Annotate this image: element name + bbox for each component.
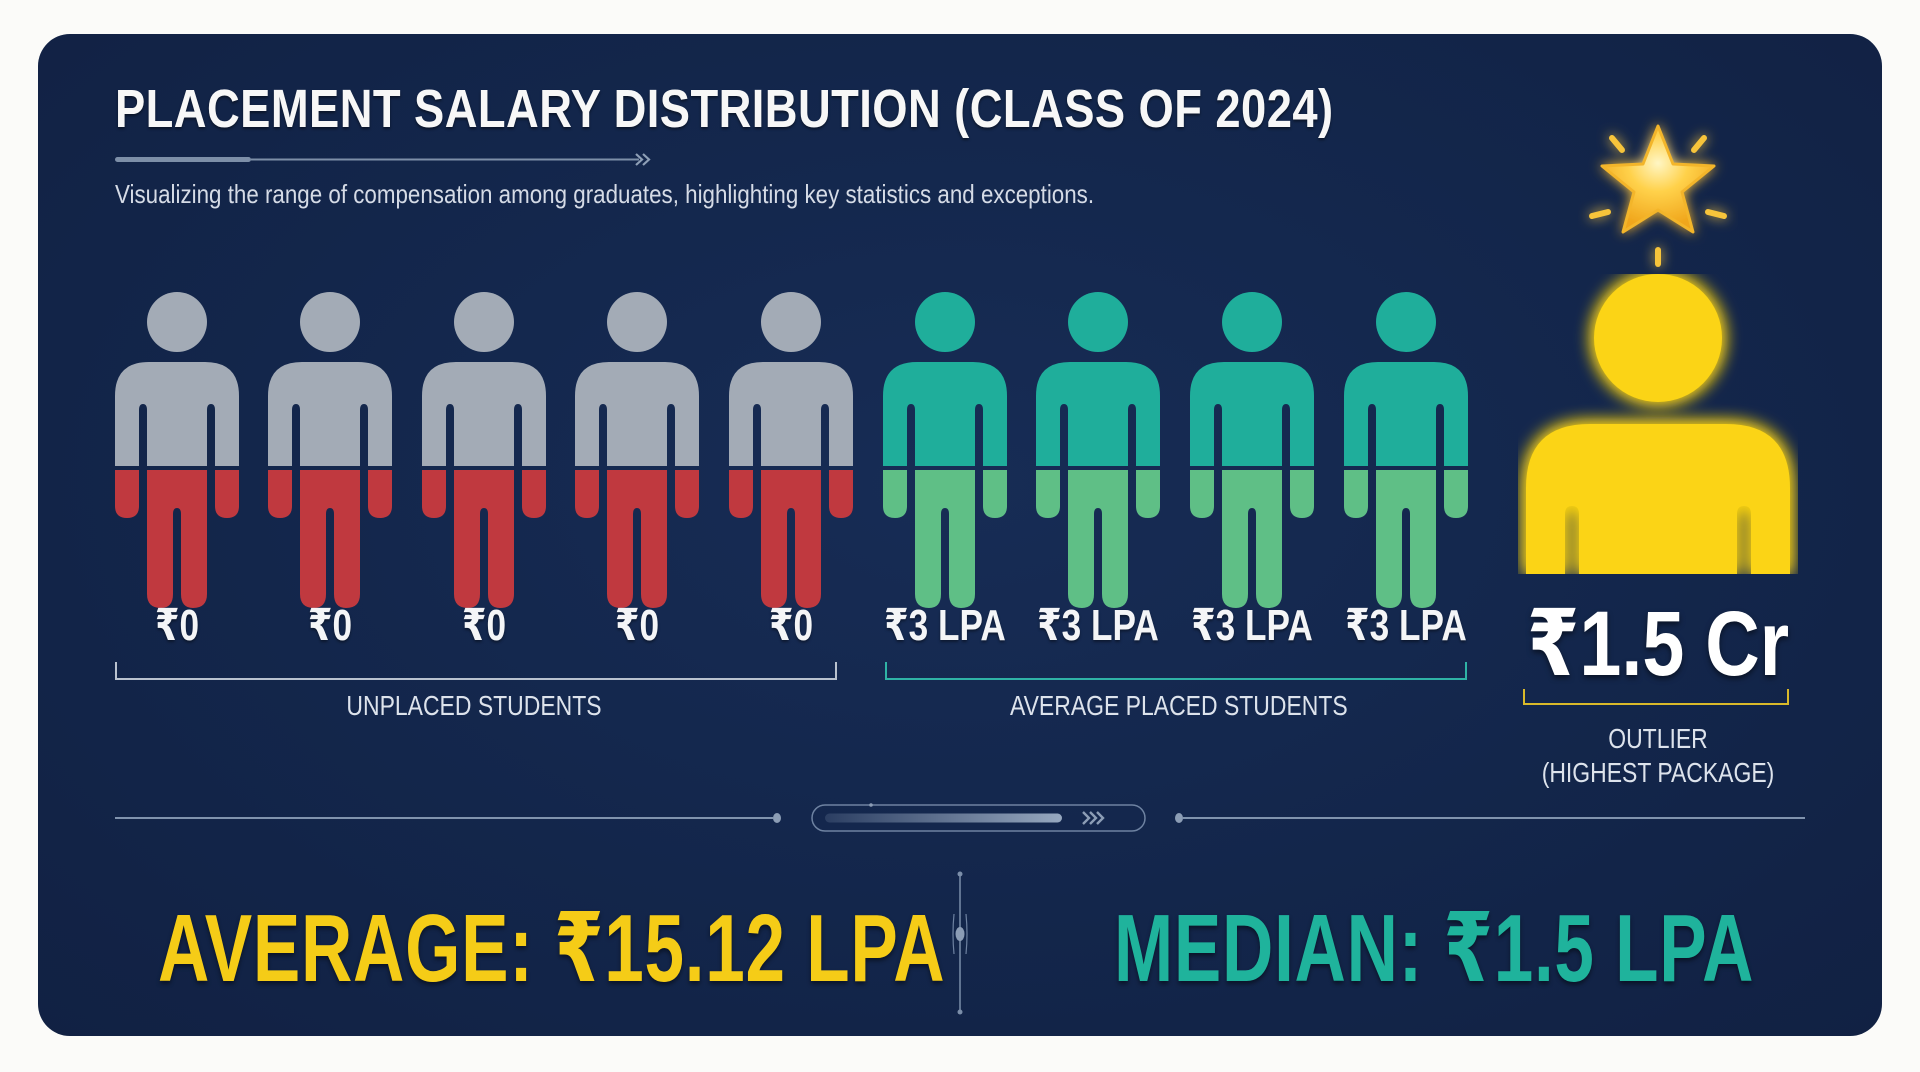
placed-group-label: AVERAGE PLACED STUDENTS bbox=[1010, 690, 1348, 721]
outlier-label-line1: OUTLIER bbox=[1608, 723, 1708, 754]
student-salary-label: ₹0 bbox=[614, 601, 660, 650]
section-divider bbox=[115, 803, 1805, 832]
outlier-bracket bbox=[1523, 689, 1789, 705]
outlier-student-figure bbox=[1526, 274, 1790, 574]
unplaced-bracket bbox=[115, 662, 837, 680]
student-salary-label: ₹3 LPA bbox=[1037, 601, 1159, 650]
student-salary-label: ₹3 LPA bbox=[1191, 601, 1313, 650]
student-salary-label: ₹0 bbox=[154, 601, 200, 650]
outlier-label-line2: (HIGHEST PACKAGE) bbox=[1541, 757, 1775, 788]
median-salary-stat: MEDIAN: ₹1.5 LPA bbox=[1114, 895, 1755, 1002]
unplaced-student-figure bbox=[575, 292, 699, 608]
placed-student-figure bbox=[883, 292, 1007, 608]
unplaced-student-figure bbox=[268, 292, 392, 608]
title-underline-arrow bbox=[115, 153, 651, 166]
infographic-card: PLACEMENT SALARY DISTRIBUTION (CLASS OF … bbox=[38, 34, 1882, 1036]
star-icon bbox=[1589, 124, 1727, 267]
student-salary-label: ₹0 bbox=[307, 601, 353, 650]
page-subtitle: Visualizing the range of compensation am… bbox=[115, 179, 1095, 209]
unplaced-student-figure bbox=[422, 292, 546, 608]
outlier-label: OUTLIER (HIGHEST PACKAGE) bbox=[1515, 722, 1802, 790]
stats-separator bbox=[952, 871, 968, 1015]
unplaced-group-label: UNPLACED STUDENTS bbox=[346, 690, 602, 721]
student-salary-label: ₹3 LPA bbox=[884, 601, 1006, 650]
unplaced-student-figure bbox=[115, 292, 239, 608]
student-salary-label: ₹0 bbox=[461, 601, 507, 650]
placed-student-figure bbox=[1036, 292, 1160, 608]
student-salary-label: ₹3 LPA bbox=[1345, 601, 1467, 650]
placed-student-figure bbox=[1190, 292, 1314, 608]
page-title: PLACEMENT SALARY DISTRIBUTION (CLASS OF … bbox=[115, 79, 1334, 139]
student-salary-label: ₹0 bbox=[768, 601, 814, 650]
placed-bracket bbox=[885, 662, 1467, 680]
placed-student-figure bbox=[1344, 292, 1468, 608]
outlier-salary-value: ₹1.5 Cr bbox=[1526, 593, 1790, 695]
average-salary-stat: AVERAGE: ₹15.12 LPA bbox=[158, 895, 946, 1002]
unplaced-student-figure bbox=[729, 292, 853, 608]
